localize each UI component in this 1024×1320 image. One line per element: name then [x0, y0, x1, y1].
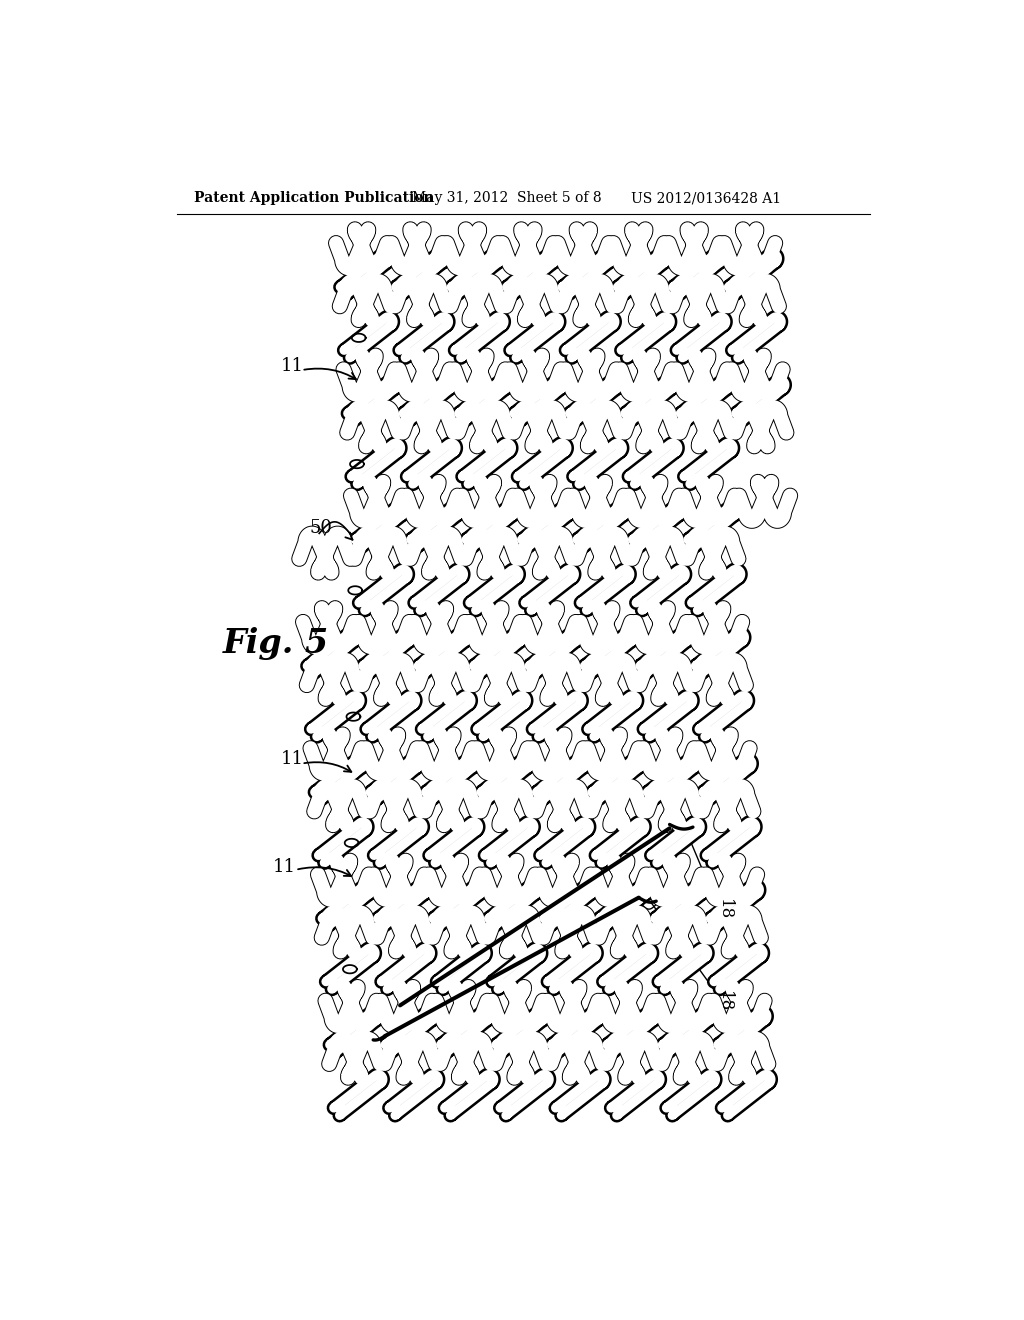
- Text: 11: 11: [281, 750, 304, 768]
- Text: 11: 11: [281, 358, 304, 375]
- Text: 18: 18: [716, 899, 733, 920]
- Text: US 2012/0136428 A1: US 2012/0136428 A1: [631, 191, 781, 206]
- Text: 50: 50: [309, 519, 332, 537]
- Text: Patent Application Publication: Patent Application Publication: [194, 191, 433, 206]
- Text: 18: 18: [716, 991, 733, 1012]
- Text: 11: 11: [273, 858, 296, 875]
- Text: Fig. 5: Fig. 5: [223, 627, 329, 660]
- Text: May 31, 2012  Sheet 5 of 8: May 31, 2012 Sheet 5 of 8: [412, 191, 601, 206]
